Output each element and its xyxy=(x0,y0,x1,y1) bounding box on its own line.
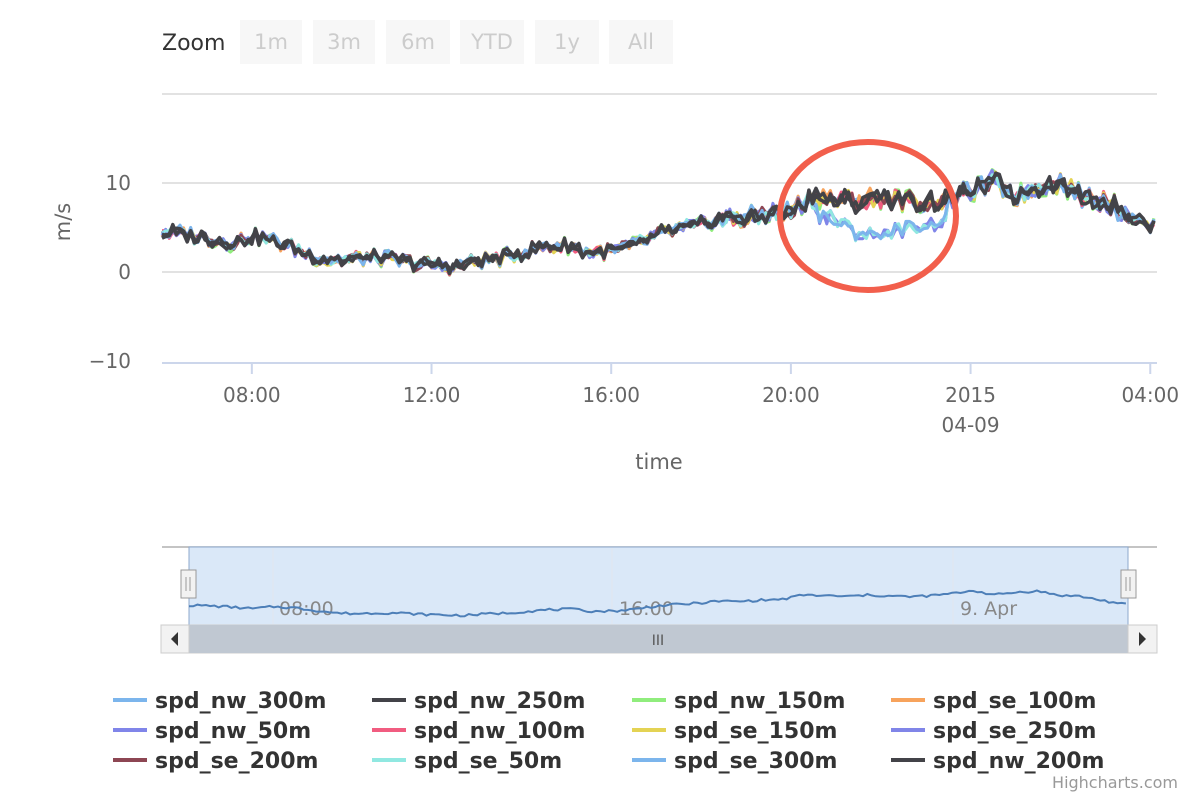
zoom-button-1m-label: 1m xyxy=(254,30,288,54)
legend-item-spd-nw-100m[interactable]: spd_nw_100m xyxy=(372,719,585,744)
legend-item-spd-nw-50m[interactable]: spd_nw_50m xyxy=(113,719,311,744)
legend-label: spd_nw_200m xyxy=(933,749,1104,774)
scrollbar[interactable]: III xyxy=(160,624,1158,654)
legend-item-spd-se-150m[interactable]: spd_se_150m xyxy=(632,719,837,744)
x-axis-title: time xyxy=(635,450,682,474)
legend-label: spd_nw_250m xyxy=(414,689,585,714)
y-tick-label: 10 xyxy=(106,171,131,195)
y-tick-label: 0 xyxy=(118,260,131,284)
zoom-button-6m-label: 6m xyxy=(401,30,435,54)
navigator-left-handle[interactable] xyxy=(180,569,197,599)
y-axis-title: m/s xyxy=(51,203,75,241)
zoom-button-1y-label: 1y xyxy=(554,30,580,54)
zoom-button-1y[interactable]: 1y xyxy=(535,20,599,64)
legend-label: spd_se_250m xyxy=(933,719,1096,744)
x-tick-labels: 08:00 12:00 16:00 20:00 2015 04-09 04:00 xyxy=(223,383,1179,437)
x-tick-label: 08:00 xyxy=(223,383,281,407)
x-tick-label: 16:00 xyxy=(582,383,640,407)
credits-link[interactable]: Highcharts.com xyxy=(1052,773,1178,792)
legend-label: spd_se_100m xyxy=(933,689,1096,714)
navigator-series-line xyxy=(188,589,1127,618)
legend-item-spd-se-300m[interactable]: spd_se_300m xyxy=(632,749,837,774)
scrollbar-thumb[interactable] xyxy=(189,625,1128,653)
navigator-label-1600: 16:00 xyxy=(619,598,674,620)
range-selector: Zoom 1m 3m 6m YTD 1y All xyxy=(162,20,673,64)
legend-label: spd_se_200m xyxy=(155,749,318,774)
legend-item-spd-se-200m[interactable]: spd_se_200m xyxy=(113,749,318,774)
legend: spd_nw_300m spd_nw_250m spd_nw_150m spd_se_… xyxy=(113,689,1104,774)
legend-item-spd-se-50m[interactable]: spd_se_50m xyxy=(372,749,562,774)
legend-item-spd-nw-150m[interactable]: spd_nw_150m xyxy=(632,689,845,714)
series-line-spd-nw-250m[interactable] xyxy=(161,173,1156,276)
x-tick-sublabel: 04-09 xyxy=(942,413,1000,437)
y-tick-labels: 10 0 −10 xyxy=(89,171,131,373)
legend-label: spd_nw_300m xyxy=(155,689,326,714)
zoom-button-1m[interactable]: 1m xyxy=(240,20,302,64)
y-tick-label: −10 xyxy=(89,349,131,373)
x-tick-label: 20:00 xyxy=(762,383,820,407)
legend-item-spd-nw-250m[interactable]: spd_nw_250m xyxy=(372,689,585,714)
legend-item-spd-nw-300m[interactable]: spd_nw_300m xyxy=(113,689,326,714)
navigator-right-handle[interactable] xyxy=(1120,569,1137,599)
series-lines xyxy=(160,168,1156,277)
zoom-button-all-label: All xyxy=(628,30,654,54)
legend-item-spd-se-100m[interactable]: spd_se_100m xyxy=(891,689,1096,714)
x-tick-label: 04:00 xyxy=(1121,383,1179,407)
zoom-button-all[interactable]: All xyxy=(609,20,673,64)
zoom-button-ytd[interactable]: YTD xyxy=(460,20,524,64)
series-line-spd-nw-200m[interactable] xyxy=(161,171,1156,273)
legend-item-spd-se-250m[interactable]: spd_se_250m xyxy=(891,719,1096,744)
scrollbar-grip: III xyxy=(652,633,664,649)
x-axis xyxy=(162,362,1157,374)
legend-label: spd_nw_50m xyxy=(155,719,311,744)
zoom-button-ytd-label: YTD xyxy=(470,30,513,54)
navigator: 08:00 16:00 9. Apr III xyxy=(160,546,1158,654)
zoom-button-3m[interactable]: 3m xyxy=(313,20,375,64)
legend-label: spd_nw_100m xyxy=(414,719,585,744)
zoom-button-3m-label: 3m xyxy=(327,30,361,54)
legend-label: spd_nw_150m xyxy=(674,689,845,714)
legend-label: spd_se_50m xyxy=(414,749,562,774)
plot-area: 10 0 −10 08:00 12:00 16:00 20:00 2015 04-09 04:0… xyxy=(51,93,1179,474)
highlight-ellipse xyxy=(777,139,959,293)
arrow-right-icon[interactable] xyxy=(1127,624,1158,654)
legend-label: spd_se_300m xyxy=(674,749,837,774)
navigator-label-9apr: 9. Apr xyxy=(960,598,1017,620)
arrow-left-icon[interactable] xyxy=(160,624,190,654)
legend-item-spd-nw-200m[interactable]: spd_nw_200m xyxy=(891,749,1104,774)
zoom-button-6m[interactable]: 6m xyxy=(386,20,450,64)
x-tick-label: 12:00 xyxy=(403,383,461,407)
y-gridlines xyxy=(162,93,1157,273)
x-tick-label: 2015 xyxy=(945,383,996,407)
zoom-label: Zoom xyxy=(162,31,225,56)
legend-label: spd_se_150m xyxy=(674,719,837,744)
